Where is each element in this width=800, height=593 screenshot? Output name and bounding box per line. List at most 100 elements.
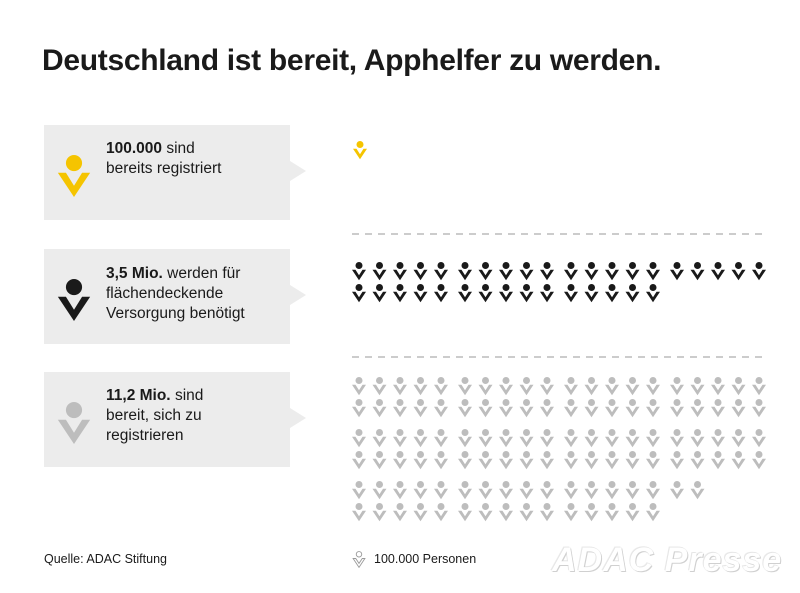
person-mark xyxy=(752,377,766,396)
person-mark xyxy=(499,503,513,522)
person-mark xyxy=(372,481,387,500)
person-mark xyxy=(731,377,746,396)
page-title: Deutschland ist bereit, Apphelfer zu wer… xyxy=(42,44,662,77)
person-mark xyxy=(690,451,705,470)
person-mark xyxy=(413,262,428,281)
person-mark xyxy=(605,481,619,500)
person-mark xyxy=(372,377,387,396)
person-mark xyxy=(605,429,619,448)
person-mark xyxy=(413,481,428,500)
person-mark xyxy=(434,284,448,303)
person-mark xyxy=(540,377,554,396)
person-mark xyxy=(353,141,367,160)
legend: 100.000 Personen xyxy=(352,549,476,569)
person-mark xyxy=(670,451,684,470)
person-mark xyxy=(478,377,493,396)
person-mark xyxy=(564,481,578,500)
person-mark xyxy=(564,377,578,396)
person-mark xyxy=(584,481,599,500)
person-mark xyxy=(605,377,619,396)
person-mark xyxy=(731,399,746,418)
card-text: 11,2 Mio. sind bereit, sich zu registrie… xyxy=(106,386,286,446)
person-mark xyxy=(519,284,534,303)
person-mark xyxy=(478,503,493,522)
person-mark xyxy=(646,481,660,500)
person-mark xyxy=(605,262,619,281)
person-mark xyxy=(670,481,684,500)
person-mark xyxy=(413,503,428,522)
person-mark xyxy=(540,451,554,470)
person-mark xyxy=(413,399,428,418)
person-mark xyxy=(690,377,705,396)
person-mark xyxy=(690,429,705,448)
person-mark xyxy=(690,481,705,500)
person-mark xyxy=(458,451,472,470)
person-mark xyxy=(752,429,766,448)
person-mark xyxy=(540,262,554,281)
person-mark xyxy=(752,399,766,418)
card-text: 3,5 Mio. werden für flächendeckende Vers… xyxy=(106,264,286,324)
person-mark xyxy=(519,451,534,470)
person-mark xyxy=(564,262,578,281)
person-mark xyxy=(670,429,684,448)
person-mark xyxy=(711,451,725,470)
card-text: 100.000 sind bereits registriert xyxy=(106,139,286,179)
person-mark xyxy=(352,377,366,396)
person-mark xyxy=(372,429,387,448)
person-mark xyxy=(625,429,640,448)
card-line: flächendeckende xyxy=(106,285,224,302)
person-mark xyxy=(540,503,554,522)
person-mark xyxy=(646,399,660,418)
card-line: registrieren xyxy=(106,427,184,444)
person-mark xyxy=(458,399,472,418)
card-line: werden für xyxy=(167,265,241,282)
person-icon xyxy=(57,279,91,321)
person-mark xyxy=(499,399,513,418)
person-mark xyxy=(372,284,387,303)
person-mark xyxy=(625,481,640,500)
person-mark xyxy=(393,481,407,500)
person-mark xyxy=(711,377,725,396)
person-mark xyxy=(584,429,599,448)
person-mark xyxy=(393,451,407,470)
person-mark xyxy=(478,262,493,281)
person-mark xyxy=(711,429,725,448)
person-mark xyxy=(372,451,387,470)
person-outline-icon xyxy=(352,550,366,568)
person-mark xyxy=(478,429,493,448)
person-mark xyxy=(646,503,660,522)
card-value: 3,5 Mio. xyxy=(106,265,163,282)
person-mark xyxy=(458,377,472,396)
person-mark xyxy=(646,262,660,281)
person-mark xyxy=(646,284,660,303)
person-mark xyxy=(372,262,387,281)
person-mark xyxy=(540,399,554,418)
person-mark xyxy=(625,284,640,303)
person-mark xyxy=(393,262,407,281)
person-mark xyxy=(690,262,705,281)
person-mark xyxy=(711,262,725,281)
card-value: 11,2 Mio. xyxy=(106,387,171,404)
person-mark xyxy=(625,451,640,470)
person-mark xyxy=(352,481,366,500)
person-mark xyxy=(499,429,513,448)
person-mark xyxy=(499,481,513,500)
person-mark xyxy=(564,399,578,418)
card-line: bereits registriert xyxy=(106,160,222,177)
person-mark xyxy=(584,451,599,470)
card-line: sind xyxy=(174,387,204,404)
person-mark xyxy=(434,503,448,522)
person-mark xyxy=(564,503,578,522)
person-mark xyxy=(731,451,746,470)
person-mark xyxy=(646,451,660,470)
person-mark xyxy=(584,503,599,522)
person-mark xyxy=(458,503,472,522)
legend-label: 100.000 Personen xyxy=(374,552,477,566)
card-willing: 11,2 Mio. sind bereit, sich zu registrie… xyxy=(44,372,306,467)
person-mark xyxy=(711,399,725,418)
person-mark xyxy=(625,503,640,522)
source-note: Quelle: ADAC Stiftung xyxy=(44,552,167,566)
person-mark xyxy=(393,503,407,522)
person-mark xyxy=(605,503,619,522)
